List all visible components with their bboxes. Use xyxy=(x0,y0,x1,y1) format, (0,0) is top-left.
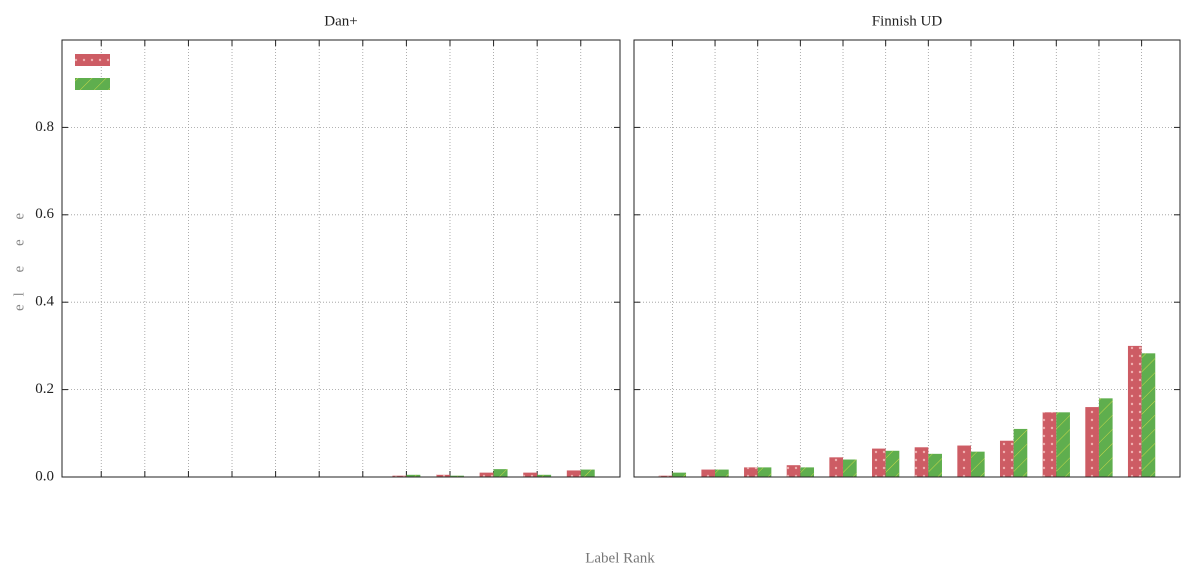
y-tick-label: 0.4 xyxy=(35,294,54,310)
bar-hatch xyxy=(829,457,843,477)
bar-hatch xyxy=(1099,398,1113,477)
bar-hatch xyxy=(957,446,971,477)
y-tick-label: 0.6 xyxy=(35,206,54,222)
bar-hatch xyxy=(1085,407,1099,477)
x-axis-label: Label Rank xyxy=(585,550,655,566)
bar-hatch xyxy=(672,473,686,477)
bar-hatch xyxy=(886,451,900,477)
bar-hatch xyxy=(480,473,494,477)
bar-hatch xyxy=(701,470,715,477)
legend-swatch-hatch xyxy=(75,78,110,90)
bar-hatch xyxy=(715,470,729,477)
panel-title: Finnish UD xyxy=(872,13,943,29)
bar-hatch xyxy=(744,467,758,477)
bar-hatch xyxy=(523,473,537,477)
axes-frame xyxy=(62,40,620,477)
bar-hatch xyxy=(915,447,929,477)
bar-hatch xyxy=(1000,441,1014,477)
bar-hatch xyxy=(1128,346,1142,477)
panel-title: Dan+ xyxy=(324,13,357,29)
bar-hatch xyxy=(1056,412,1070,477)
bar-hatch xyxy=(567,470,581,477)
y-tick-label: 0.2 xyxy=(35,381,54,397)
bar-hatch xyxy=(971,452,985,477)
bar-hatch xyxy=(1142,353,1156,477)
bar-hatch xyxy=(581,470,595,477)
bar-hatch xyxy=(843,460,857,477)
bar-hatch xyxy=(928,454,942,477)
bar-hatch xyxy=(1043,412,1057,477)
y-tick-label: 0.8 xyxy=(35,119,54,135)
y-tick-label: 0.0 xyxy=(35,468,54,484)
y-axis-label: el e e e xyxy=(11,205,27,311)
bar-hatch xyxy=(787,465,801,477)
bar-hatch xyxy=(1014,429,1028,477)
bar-hatch xyxy=(494,469,508,477)
bar-hatch xyxy=(758,467,772,477)
legend-swatch-hatch xyxy=(75,54,110,66)
bar-hatch xyxy=(872,449,886,477)
bar-hatch xyxy=(800,467,814,477)
